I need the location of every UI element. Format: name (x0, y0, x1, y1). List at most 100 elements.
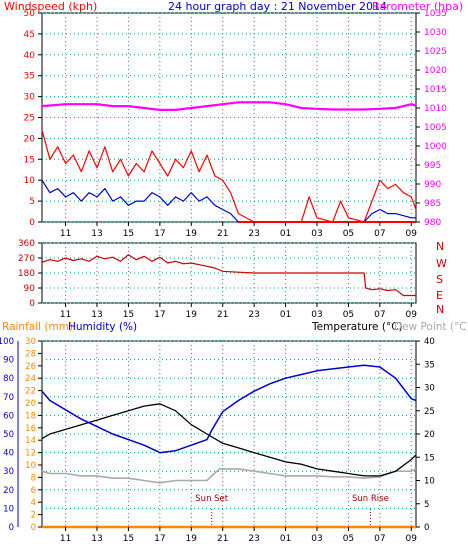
x-tick-label: 17 (154, 310, 165, 320)
x-tick-label: 09 (406, 229, 418, 239)
temperature-tick-label: 5 (424, 500, 429, 510)
barometer-tick-label: 1010 (424, 104, 447, 114)
barometer-tick-label: 1015 (424, 85, 447, 95)
rainfall-tick-label: 10 (25, 461, 36, 471)
humidity-series-line (41, 364, 417, 454)
direction-letter-s: S (436, 273, 443, 286)
x-tick-label: 03 (311, 534, 322, 544)
x-tick-label: 23 (248, 229, 259, 239)
direction-letter-w: W (436, 257, 447, 270)
humidity-tick-label: 30 (3, 467, 14, 477)
gust-series-line (41, 129, 417, 223)
humidity-axis-label: Humidity (%) (68, 321, 137, 333)
direction-tick-label: 90 (24, 284, 36, 294)
x-tick-label: 13 (91, 310, 102, 320)
humidity-tick-label: 70 (3, 393, 14, 403)
x-tick-label: 17 (154, 229, 165, 239)
barometer-tick-label: 990 (424, 180, 441, 190)
direction-tick-label: 0 (29, 299, 35, 309)
x-tick-label: 21 (217, 310, 228, 320)
x-tick-label: 11 (60, 229, 71, 239)
humidity-tick-label: 80 (3, 374, 14, 384)
x-tick-label: 17 (154, 534, 165, 544)
barometer-tick-label: 980 (424, 218, 441, 228)
x-tick-label: 19 (186, 229, 198, 239)
windspeed-tick-label: 15 (24, 155, 35, 165)
humidity-tick-label: 100 (0, 337, 14, 347)
wind-barometer-axes: 0510152025303540455098098599099510001005… (24, 9, 448, 239)
windspeed-tick-label: 40 (24, 51, 36, 61)
barometer-tick-label: 1035 (424, 9, 447, 19)
x-tick-label: 21 (217, 229, 228, 239)
direction-letter-n-top: N (436, 240, 444, 253)
windspeed-tick-label: 0 (29, 218, 35, 228)
x-tick-label: 07 (374, 310, 385, 320)
dew-point-axis-label: Dew Point (°C) (394, 321, 468, 333)
barometer-tick-label: 1000 (424, 142, 447, 152)
x-tick-label: 23 (248, 310, 259, 320)
humidity-tick-label: 40 (3, 449, 14, 459)
x-tick-label: 19 (186, 534, 198, 544)
x-tick-label: 05 (343, 534, 354, 544)
wind-barometer-plot (41, 101, 417, 223)
rainfall-tick-label: 14 (25, 436, 36, 446)
rainfall-tick-label: 0 (31, 523, 36, 533)
barometer-series-line (41, 101, 417, 112)
rainfall-tick-label: 18 (25, 411, 36, 421)
humidity-tick-label: 0 (9, 523, 14, 533)
x-tick-label: 09 (406, 534, 418, 544)
x-tick-label: 13 (91, 534, 102, 544)
x-tick-label: 01 (280, 534, 291, 544)
barometer-tick-label: 1030 (424, 28, 447, 38)
rainfall-tick-label: 24 (25, 374, 36, 384)
rainfall-tick-label: 16 (25, 424, 36, 434)
x-tick-label: 11 (60, 310, 71, 320)
x-tick-label: 23 (248, 534, 259, 544)
x-tick-label: 07 (374, 534, 385, 544)
direction-tick-label: 180 (18, 269, 35, 279)
x-tick-label: 05 (343, 229, 354, 239)
rainfall-tick-label: 22 (25, 387, 36, 397)
x-tick-label: 13 (91, 229, 102, 239)
rainfall-tick-label: 12 (25, 449, 36, 459)
rainfall-tick-label: 30 (25, 337, 36, 347)
windspeed-tick-label: 45 (24, 30, 35, 40)
temperature-series-line (41, 403, 417, 477)
windspeed-tick-label: 50 (24, 9, 36, 19)
rainfall-tick-label: 20 (25, 399, 36, 409)
x-tick-label: 15 (123, 229, 134, 239)
direction-tick-label: 270 (18, 254, 35, 264)
x-tick-label: 19 (186, 310, 198, 320)
barometer-tick-label: 1025 (424, 47, 447, 57)
humidity-tick-label: 60 (3, 411, 14, 421)
humidity-tick-label: 90 (3, 356, 14, 366)
barometer-tick-label: 985 (424, 199, 441, 209)
wind-direction-series (41, 254, 416, 297)
wind-grid (42, 12, 416, 223)
rainfall-tick-label: 28 (25, 349, 36, 359)
x-tick-label: 03 (311, 229, 322, 239)
rainfall-tick-label: 8 (31, 473, 36, 483)
x-tick-label: 11 (60, 534, 71, 544)
windspeed-axis-label: Windspeed (kph) (4, 0, 97, 13)
direction-letter-e: E (436, 289, 443, 302)
windspeed-tick-label: 30 (24, 93, 36, 103)
barometer-tick-label: 1020 (424, 66, 447, 76)
dew-point-series-line (41, 468, 417, 484)
sun-set-label: Sun Set (195, 494, 228, 504)
x-tick-label: 03 (311, 310, 322, 320)
x-tick-label: 21 (217, 534, 228, 544)
humidity-tick-label: 10 (3, 504, 14, 514)
humidity-tick-label: 50 (3, 430, 14, 440)
temperature-tick-label: 40 (424, 337, 435, 347)
barometer-tick-label: 995 (424, 161, 441, 171)
temperature-tick-label: 0 (424, 523, 429, 533)
rainfall-tick-label: 4 (31, 498, 36, 508)
windspeed-tick-label: 35 (24, 72, 35, 82)
windspeed-tick-label: 20 (24, 134, 36, 144)
direction-plot (41, 254, 416, 297)
humidity-temperature-axes: 0102030405060708090100024681012141618202… (0, 337, 435, 544)
x-tick-label: 01 (280, 310, 291, 320)
humidity-temperature-grid (42, 340, 416, 528)
